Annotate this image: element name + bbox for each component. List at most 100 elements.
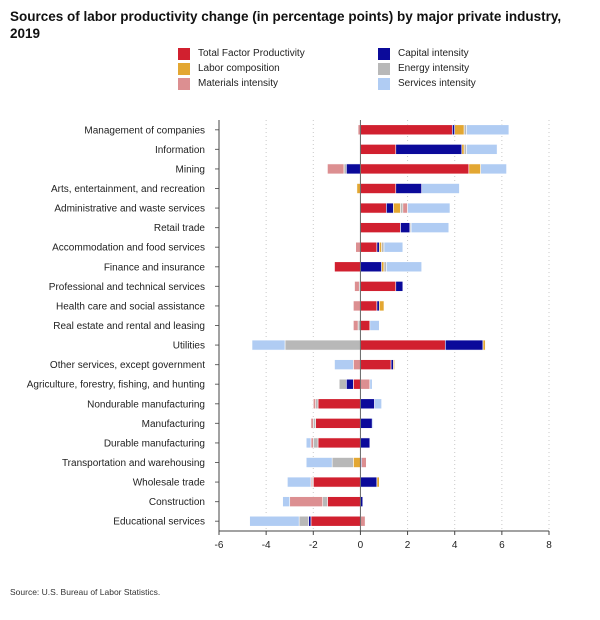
bar-segment xyxy=(305,457,333,468)
bar-segment xyxy=(395,281,404,292)
category-label: Retail trade xyxy=(154,223,206,234)
bar-segment xyxy=(360,320,371,331)
bar-segment xyxy=(353,378,361,390)
bar-segment xyxy=(468,163,481,175)
bar-segment xyxy=(305,437,312,449)
bar-segment xyxy=(334,359,354,370)
x-tick-label: 8 xyxy=(546,540,552,551)
category-label: Information xyxy=(155,145,205,156)
bar-segment xyxy=(312,476,361,488)
bar-segment xyxy=(360,437,371,449)
legend-label: Energy intensity xyxy=(398,63,470,74)
category-label: Utilities xyxy=(173,341,205,352)
bar-segment xyxy=(360,339,446,351)
category-label: Nondurable manufacturing xyxy=(87,399,205,410)
bar-segment xyxy=(369,320,380,331)
x-tick-label: 4 xyxy=(452,540,458,551)
legend-swatch xyxy=(178,48,190,60)
bar-segment xyxy=(361,457,367,468)
bar-segment xyxy=(331,457,354,468)
bar-segment xyxy=(345,163,361,175)
bar-segment xyxy=(386,261,423,273)
bar-segment xyxy=(371,418,374,429)
bar-segment xyxy=(454,124,465,136)
bar-segment xyxy=(390,359,394,370)
bar-segment xyxy=(251,339,286,351)
category-label: Arts, entertainment, and recreation xyxy=(51,184,205,195)
bar-segment xyxy=(360,144,397,155)
bar-segment xyxy=(353,320,359,331)
x-tick-label: 2 xyxy=(405,540,411,551)
bar-segment xyxy=(327,496,361,507)
category-label: Durable manufacturing xyxy=(104,438,205,449)
bar-segment xyxy=(376,476,380,488)
category-label: Management of companies xyxy=(84,125,205,136)
bar-segment xyxy=(308,515,312,527)
bar-segment xyxy=(345,378,354,390)
bar-segment xyxy=(310,437,314,449)
legend-label: Labor composition xyxy=(198,63,280,74)
bar-segment xyxy=(360,281,397,292)
x-tick-label: 6 xyxy=(499,540,505,551)
bar-segment xyxy=(386,202,394,214)
legend-swatch xyxy=(378,78,390,90)
bar-segment xyxy=(327,163,345,175)
bar-segment xyxy=(312,418,316,429)
category-label: Manufacturing xyxy=(142,419,205,430)
bar-segment xyxy=(395,144,463,155)
x-tick-label: -6 xyxy=(215,540,224,551)
bar-segment xyxy=(410,222,450,233)
category-label: Professional and technical services xyxy=(49,282,205,293)
bar-segment xyxy=(374,398,382,410)
bar-segment xyxy=(376,241,380,253)
bar-segment xyxy=(353,359,361,370)
bar-segment xyxy=(480,163,507,175)
bar-segment xyxy=(360,418,373,429)
category-label: Other services, except government xyxy=(50,360,205,371)
bar-segment xyxy=(360,163,470,175)
legend-swatch xyxy=(178,63,190,75)
bar-segment xyxy=(463,144,467,155)
legend-swatch xyxy=(378,63,390,75)
bar-segment xyxy=(360,202,387,214)
category-label: Mining xyxy=(176,164,205,175)
legend-label: Services intensity xyxy=(398,78,476,89)
bar-segment xyxy=(360,378,371,390)
bar-segment xyxy=(249,515,300,527)
bar-segment xyxy=(360,359,392,370)
bar-segment xyxy=(282,496,291,507)
bar-segment xyxy=(360,515,366,527)
category-label: Educational services xyxy=(113,517,205,528)
x-tick-label: -4 xyxy=(262,540,271,551)
bar-segment xyxy=(312,398,316,410)
bar-segment xyxy=(466,144,498,155)
bar-segment xyxy=(402,202,408,214)
bar-segment xyxy=(466,124,510,136)
bar-segment xyxy=(354,281,360,292)
source-note: Source: U.S. Bureau of Labor Statistics. xyxy=(10,587,161,597)
bar-segment xyxy=(360,300,378,312)
bar-segment xyxy=(444,339,484,351)
bar-segment xyxy=(289,496,324,507)
bar-segment xyxy=(378,300,385,312)
bar-segment xyxy=(338,378,347,390)
chart-title: Sources of labor productivity change (in… xyxy=(10,9,562,41)
bar-segment xyxy=(360,183,397,194)
bar-segment xyxy=(284,339,361,351)
bar-segment xyxy=(360,241,378,253)
legend-swatch xyxy=(178,78,190,90)
category-label: Agriculture, forestry, fishing, and hunt… xyxy=(27,380,205,391)
bar-segment xyxy=(463,124,467,136)
bar-segment xyxy=(369,378,373,390)
category-label: Transportation and warehousing xyxy=(62,458,205,469)
bar-segment xyxy=(461,144,465,155)
bar-segment xyxy=(360,222,401,233)
bar-segment xyxy=(334,261,361,273)
bar-segment xyxy=(378,241,382,253)
bar-segment xyxy=(393,359,395,370)
bar-segment xyxy=(312,437,319,449)
bar-segment xyxy=(376,300,380,312)
bar-segment xyxy=(381,261,385,273)
category-label: Construction xyxy=(149,497,205,508)
